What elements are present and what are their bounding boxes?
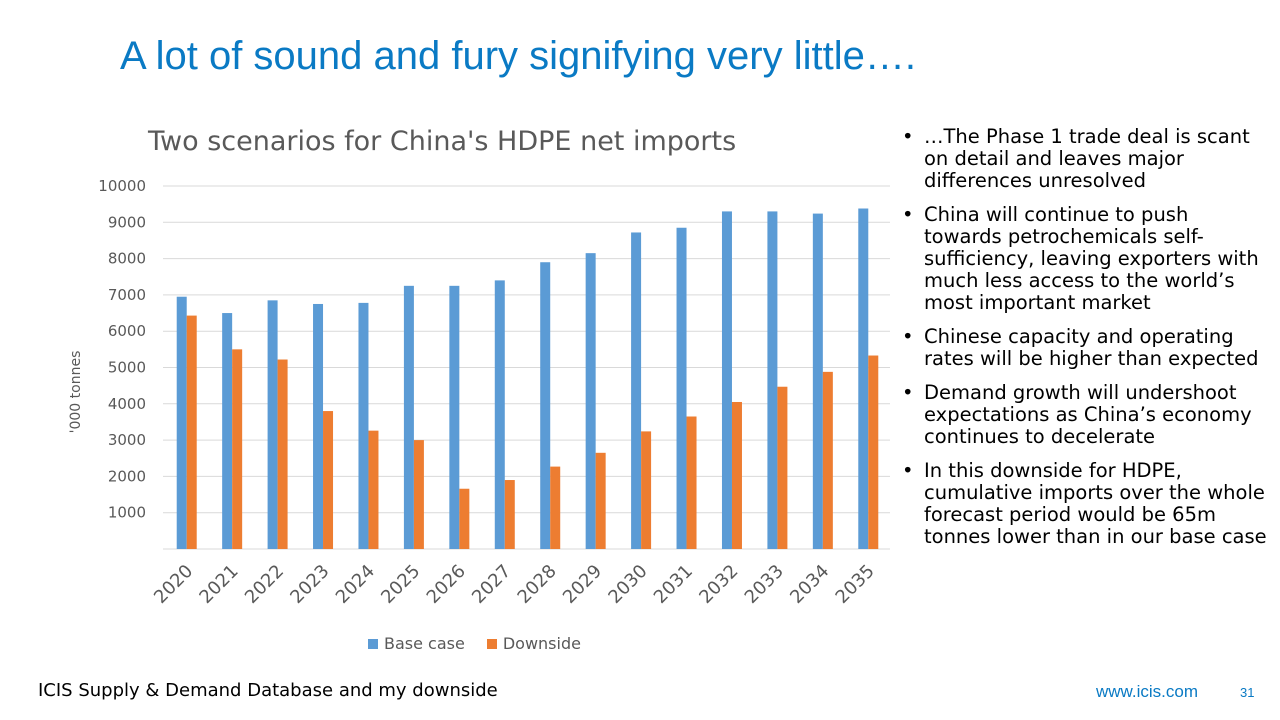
bar-base-case	[631, 232, 642, 550]
x-tick-label: 2028	[514, 561, 561, 608]
bar-downside	[868, 355, 879, 549]
x-tick-label: 2025	[377, 561, 424, 608]
legend-label-base-case: Base case	[384, 634, 465, 653]
x-tick-label: 2034	[786, 561, 833, 608]
y-tick-label: 7000	[108, 286, 146, 304]
x-tick-label: 2035	[832, 561, 879, 608]
bullet-item: China will continue to push towards petr…	[900, 204, 1270, 314]
bar-downside	[186, 315, 197, 549]
bar-downside	[368, 430, 379, 549]
legend-item-base-case: Base case	[368, 634, 465, 653]
y-tick-label: 10000	[98, 177, 146, 195]
bar-base-case	[676, 227, 687, 549]
bar-downside	[413, 440, 424, 549]
x-tick-label: 2023	[286, 561, 333, 608]
bar-base-case	[222, 313, 233, 549]
source-note: ICIS Supply & Demand Database and my dow…	[38, 680, 498, 701]
bar-downside	[686, 416, 697, 549]
y-tick-label: 9000	[108, 213, 146, 231]
bar-downside	[777, 386, 788, 549]
bar-downside	[595, 452, 606, 549]
x-tick-label: 2030	[604, 561, 651, 608]
bar-downside	[232, 349, 243, 549]
x-tick-label: 2033	[741, 561, 788, 608]
y-tick-label: 8000	[108, 250, 146, 268]
x-tick-label: 2029	[559, 561, 606, 608]
x-tick-label: 2027	[468, 561, 515, 608]
bullet-item: …The Phase 1 trade deal is scant on deta…	[900, 126, 1270, 192]
bullet-item: In this downside for HDPE, cumulative im…	[900, 460, 1270, 548]
bullet-item: Chinese capacity and operating rates wil…	[900, 326, 1270, 370]
x-tick-label: 2032	[695, 561, 742, 608]
x-tick-label: 2022	[241, 561, 288, 608]
bar-base-case	[812, 213, 823, 549]
bar-downside	[822, 371, 833, 549]
bar-base-case	[313, 303, 324, 549]
y-tick-label: 1000	[108, 504, 146, 522]
bar-base-case	[267, 300, 278, 549]
bar-base-case	[540, 262, 551, 549]
legend-item-downside: Downside	[486, 634, 581, 653]
bar-downside	[459, 488, 470, 549]
bar-base-case	[494, 280, 505, 549]
bar-downside	[550, 466, 561, 549]
bar-base-case	[858, 208, 869, 550]
bar-base-case	[176, 296, 187, 549]
legend-label-downside: Downside	[502, 634, 581, 653]
y-tick-label: 6000	[108, 322, 146, 340]
x-tick-label: 2031	[650, 561, 697, 608]
chart-legend: Base case Downside	[368, 634, 581, 653]
bar-downside	[731, 401, 742, 549]
bar-base-case	[358, 302, 369, 549]
y-tick-label: 2000	[108, 467, 146, 485]
legend-swatch-base-case	[368, 638, 378, 649]
bullet-list: …The Phase 1 trade deal is scant on deta…	[900, 126, 1270, 560]
bar-downside	[323, 411, 334, 549]
bar-base-case	[403, 285, 414, 549]
bar-downside	[277, 359, 288, 549]
bar-base-case	[585, 253, 596, 549]
bar-base-case	[449, 285, 460, 549]
page-number: 31	[1240, 685, 1255, 700]
x-tick-label: 2024	[332, 561, 379, 608]
x-tick-label: 2020	[150, 561, 197, 608]
y-tick-label: 3000	[108, 431, 146, 449]
y-tick-label: 4000	[108, 395, 146, 413]
bar-downside	[641, 431, 652, 549]
legend-swatch-downside	[486, 638, 497, 649]
bullet-item: Demand growth will undershoot expectatio…	[900, 382, 1270, 448]
bar-base-case	[721, 211, 732, 549]
y-tick-label: 5000	[108, 359, 146, 377]
x-tick-label: 2026	[423, 561, 470, 608]
slide-title: A lot of sound and fury signifying very …	[120, 34, 916, 78]
website-link[interactable]: www.icis.com	[1096, 682, 1199, 701]
x-tick-label: 2021	[195, 561, 242, 608]
bar-downside	[504, 480, 515, 549]
chart-title: Two scenarios for China's HDPE net impor…	[148, 126, 737, 157]
bar-base-case	[767, 211, 778, 549]
